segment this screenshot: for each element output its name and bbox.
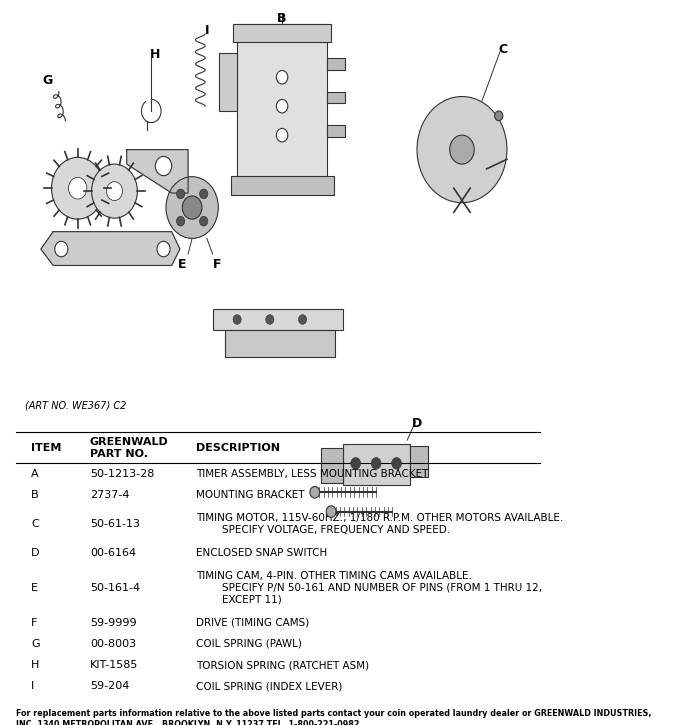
- Circle shape: [200, 216, 208, 226]
- Circle shape: [69, 178, 87, 199]
- Circle shape: [310, 486, 320, 498]
- Text: 00-8003: 00-8003: [90, 639, 136, 649]
- Text: F: F: [212, 257, 221, 270]
- Text: I: I: [31, 682, 34, 692]
- Text: E: E: [31, 583, 38, 593]
- Text: For replacement parts information relative to the above listed parts contact you: For replacement parts information relati…: [16, 708, 652, 718]
- Text: G: G: [42, 75, 52, 87]
- Circle shape: [276, 99, 288, 113]
- Text: 59-204: 59-204: [90, 682, 129, 692]
- Circle shape: [299, 315, 307, 324]
- Bar: [219, 53, 237, 111]
- Text: (ART NO. WE367) C2: (ART NO. WE367) C2: [24, 401, 126, 410]
- Text: KIT-1585: KIT-1585: [90, 660, 138, 670]
- Text: H: H: [31, 660, 39, 670]
- Circle shape: [182, 196, 202, 219]
- Bar: [225, 330, 335, 357]
- Circle shape: [494, 111, 503, 120]
- Text: H: H: [150, 49, 160, 62]
- Text: MOUNTING BRACKET: MOUNTING BRACKET: [197, 490, 305, 500]
- Text: G: G: [31, 639, 39, 649]
- Text: A: A: [31, 469, 39, 479]
- Text: 50-1213-28: 50-1213-28: [90, 469, 154, 479]
- Text: TORSION SPRING (RATCHET ASM): TORSION SPRING (RATCHET ASM): [197, 660, 369, 670]
- Bar: [213, 309, 343, 330]
- Text: COIL SPRING (INDEX LEVER): COIL SPRING (INDEX LEVER): [197, 682, 343, 692]
- Text: INC. 1340 METROPOLITAN AVE., BROOKLYN, N.Y. 11237 TEL. 1-800-221-0982: INC. 1340 METROPOLITAN AVE., BROOKLYN, N…: [16, 720, 360, 725]
- Text: B: B: [277, 12, 287, 25]
- Circle shape: [276, 128, 288, 142]
- Text: 2737-4: 2737-4: [90, 490, 129, 500]
- Circle shape: [351, 457, 360, 469]
- Text: 00-6164: 00-6164: [90, 548, 136, 558]
- Text: I: I: [205, 24, 209, 37]
- Text: TIMING MOTOR, 115V-60HZ., 1/180 R.P.M. OTHER MOTORS AVAILABLE.
        SPECIFY V: TIMING MOTOR, 115V-60HZ., 1/180 R.P.M. O…: [197, 513, 564, 535]
- Text: ITEM: ITEM: [31, 443, 61, 453]
- Circle shape: [155, 157, 172, 175]
- Circle shape: [157, 241, 170, 257]
- Circle shape: [55, 241, 68, 257]
- Text: C: C: [498, 44, 507, 57]
- Text: TIMING CAM, 4-PIN. OTHER TIMING CAMS AVAILABLE.
        SPECIFY P/N 50-161 AND N: TIMING CAM, 4-PIN. OTHER TIMING CAMS AVA…: [197, 571, 543, 605]
- Circle shape: [107, 182, 122, 201]
- Circle shape: [371, 457, 381, 469]
- Bar: [327, 58, 345, 70]
- Bar: [320, 448, 343, 483]
- Text: B: B: [31, 490, 39, 500]
- Circle shape: [449, 135, 474, 164]
- Bar: [343, 444, 411, 484]
- Circle shape: [177, 216, 185, 226]
- Text: TIMER ASSEMBLY, LESS MOUNTING BRACKET: TIMER ASSEMBLY, LESS MOUNTING BRACKET: [197, 469, 428, 479]
- Circle shape: [166, 177, 218, 239]
- Text: 50-61-13: 50-61-13: [90, 519, 140, 529]
- Text: D: D: [31, 548, 39, 558]
- Bar: [237, 24, 327, 183]
- Circle shape: [392, 457, 401, 469]
- Text: COIL SPRING (PAWL): COIL SPRING (PAWL): [197, 639, 302, 649]
- Text: DRIVE (TIMING CAMS): DRIVE (TIMING CAMS): [197, 618, 309, 628]
- Circle shape: [177, 189, 185, 199]
- Circle shape: [417, 96, 507, 203]
- Bar: [411, 446, 428, 477]
- Text: ENCLOSED SNAP SWITCH: ENCLOSED SNAP SWITCH: [197, 548, 328, 558]
- Bar: [233, 24, 331, 41]
- Circle shape: [52, 157, 104, 219]
- Text: DESCRIPTION: DESCRIPTION: [197, 443, 280, 453]
- Text: 59-9999: 59-9999: [90, 618, 137, 628]
- Circle shape: [276, 70, 288, 84]
- Text: D: D: [412, 417, 422, 430]
- Circle shape: [92, 164, 137, 218]
- Circle shape: [200, 189, 208, 199]
- Polygon shape: [41, 232, 180, 265]
- Text: F: F: [31, 618, 37, 628]
- Text: PART NO.: PART NO.: [90, 449, 148, 459]
- Circle shape: [233, 315, 241, 324]
- Circle shape: [266, 315, 274, 324]
- Text: C: C: [31, 519, 39, 529]
- Text: 50-161-4: 50-161-4: [90, 583, 140, 593]
- Bar: [327, 91, 345, 103]
- Bar: [327, 125, 345, 137]
- Circle shape: [326, 506, 336, 518]
- Bar: [231, 175, 334, 195]
- Polygon shape: [126, 149, 188, 193]
- Text: GREENWALD: GREENWALD: [90, 437, 169, 447]
- Text: E: E: [178, 257, 186, 270]
